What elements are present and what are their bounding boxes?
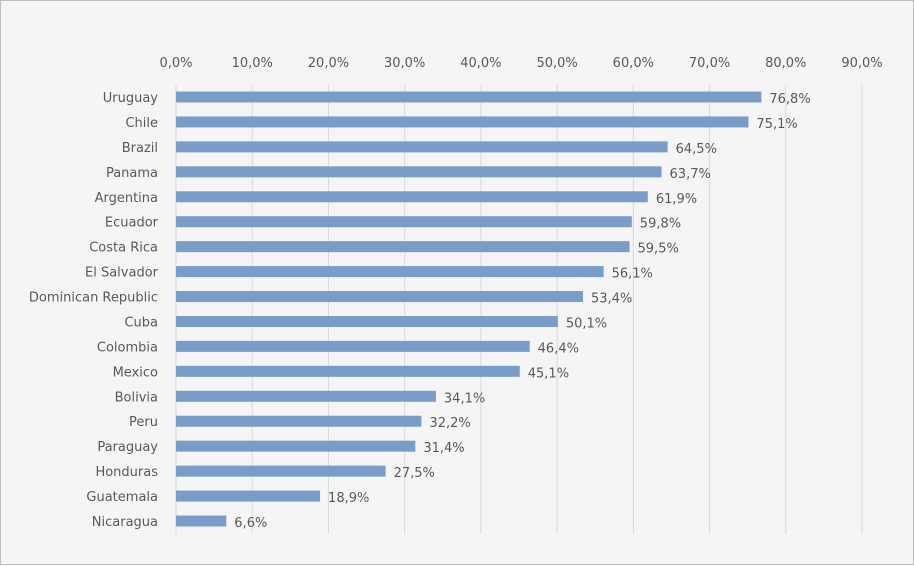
category-label: Nicaragua [92, 515, 158, 530]
bar [176, 515, 227, 527]
data-label: 46,4% [538, 341, 579, 356]
category-label: Argentina [95, 191, 158, 206]
bar [176, 465, 386, 477]
category-label: Chile [125, 116, 158, 131]
category-label: Uruguay [103, 91, 159, 106]
bar [176, 241, 630, 253]
x-tick-label: 80,0% [765, 56, 806, 71]
data-label: 59,8% [640, 217, 681, 232]
x-tick-label: 70,0% [689, 56, 730, 71]
bar [176, 191, 648, 203]
x-tick-label: 30,0% [384, 56, 425, 71]
bar [176, 365, 520, 377]
data-label: 45,1% [528, 366, 569, 381]
category-label: Paraguay [97, 440, 158, 455]
category-label: Peru [129, 415, 158, 430]
x-tick-label: 60,0% [613, 56, 654, 71]
category-label: Bolivia [115, 390, 158, 405]
bar [176, 490, 321, 502]
data-label: 63,7% [670, 167, 711, 182]
data-label: 6,6% [234, 516, 267, 531]
x-tick-label: 20,0% [308, 56, 349, 71]
bar [176, 291, 584, 303]
bar [176, 390, 436, 402]
category-label: Costa Rica [89, 241, 158, 256]
data-label: 18,9% [328, 491, 369, 506]
data-label: 53,4% [591, 292, 632, 307]
category-label: Guatemala [86, 490, 158, 505]
data-label: 59,5% [638, 242, 679, 257]
x-tick-label: 50,0% [536, 56, 577, 71]
data-label: 50,1% [566, 316, 607, 331]
category-label: Panama [106, 166, 158, 181]
data-label: 31,4% [423, 441, 464, 456]
bar [176, 91, 762, 103]
data-label: 56,1% [612, 267, 653, 282]
bar [176, 116, 749, 128]
category-label: Colombia [97, 340, 158, 355]
bar [176, 216, 632, 228]
x-tick-label: 10,0% [232, 56, 273, 71]
category-label: Mexico [113, 365, 158, 380]
data-label: 27,5% [394, 466, 435, 481]
data-label: 76,8% [769, 92, 810, 107]
data-label: 75,1% [756, 117, 797, 132]
data-label: 61,9% [656, 192, 697, 207]
bar [176, 340, 530, 352]
category-label: Honduras [95, 465, 158, 480]
bar [176, 166, 662, 178]
bar [176, 266, 604, 278]
x-tick-label: 40,0% [460, 56, 501, 71]
x-tick-label: 0,0% [159, 56, 192, 71]
data-label: 64,5% [676, 142, 717, 157]
category-label: Brazil [122, 141, 158, 156]
category-label: Ecuador [105, 216, 159, 231]
category-label: Cuba [124, 315, 158, 330]
x-tick-label: 90,0% [841, 56, 882, 71]
category-label: El Salvador [85, 266, 159, 281]
bar [176, 141, 668, 153]
bar [176, 315, 558, 327]
category-label: Dominican Republic [29, 291, 158, 306]
data-label: 34,1% [444, 391, 485, 406]
bar [176, 440, 416, 452]
bar [176, 415, 422, 427]
data-label: 32,2% [429, 416, 470, 431]
